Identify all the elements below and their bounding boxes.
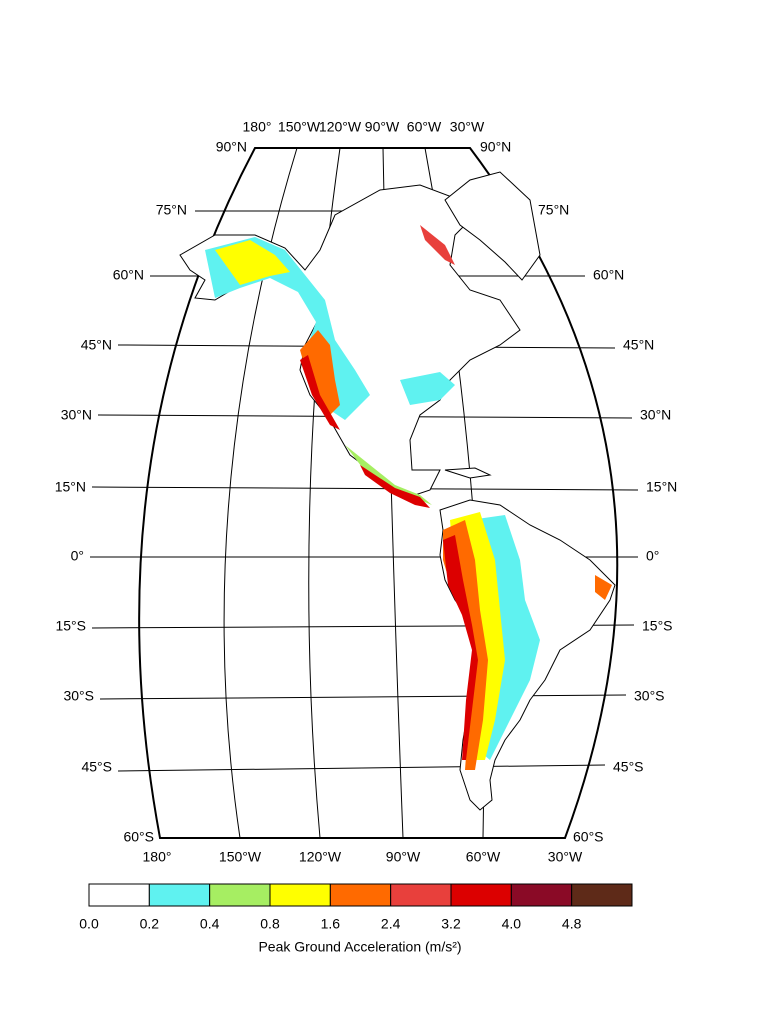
colorbar-segment <box>88 883 150 907</box>
colorbar-segment <box>148 883 211 907</box>
latitude-label: 30°S <box>634 688 665 704</box>
latitude-label: 60°S <box>123 829 154 845</box>
colorbar-segment <box>269 883 331 907</box>
latitude-label: 60°N <box>113 267 144 283</box>
colorbar-segment <box>209 883 271 907</box>
colorbar-segment <box>571 883 633 907</box>
longitude-label: 30°W <box>450 119 485 135</box>
longitude-label: 90°W <box>386 849 421 865</box>
colorbar-tick-label: 0.2 <box>140 916 160 932</box>
longitude-label: 150°W <box>278 119 321 135</box>
latitude-label: 90°N <box>480 139 511 155</box>
latitude-label: 0° <box>646 548 659 564</box>
colorbar-tick-label: 1.6 <box>321 916 341 932</box>
colorbar-tick-label: 4.8 <box>562 916 582 932</box>
longitude-label: 60°W <box>466 849 501 865</box>
latitude-labels-right: 90°N 75°N 60°N 45°N 30°N 15°N 0° 15°S 30°S 45°S 60… <box>480 139 677 845</box>
latitude-label: 45°N <box>623 337 654 353</box>
latitude-label: 30°N <box>640 407 671 423</box>
longitude-label: 180° <box>143 849 172 865</box>
colorbar-label: Peak Ground Acceleration (m/s²) <box>258 939 461 955</box>
latitude-label: 60°N <box>593 267 624 283</box>
latitude-label: 75°N <box>538 202 569 218</box>
longitude-label: 180° <box>243 119 272 135</box>
colorbar-tick-label: 0.4 <box>200 916 220 932</box>
latitude-label: 45°S <box>613 759 644 775</box>
colorbar-tick-label: 0.8 <box>260 916 280 932</box>
longitude-labels-bottom: 180° 150°W 120°W 90°W 60°W 30°W <box>143 849 583 865</box>
longitude-label: 120°W <box>319 119 362 135</box>
colorbar-segment <box>450 883 512 907</box>
colorbar-segment <box>390 883 452 907</box>
latitude-label: 45°S <box>81 759 112 775</box>
colorbar-segment <box>329 883 392 907</box>
longitude-label: 30°W <box>548 849 583 865</box>
latitude-label: 90°N <box>216 139 247 155</box>
colorbar-tick-label: 0.0 <box>79 916 99 932</box>
latitude-label: 30°N <box>61 407 92 423</box>
colorbar: 0.0 0.2 0.4 0.8 1.6 2.4 3.2 4.0 4.8 <box>79 883 633 932</box>
latitude-label: 15°S <box>642 618 673 634</box>
latitude-label: 15°N <box>55 479 86 495</box>
longitude-label: 150°W <box>219 849 262 865</box>
longitude-label: 120°W <box>299 849 342 865</box>
latitude-label: 30°S <box>63 688 94 704</box>
colorbar-tick-label: 2.4 <box>381 916 401 932</box>
longitude-label: 90°W <box>365 119 400 135</box>
latitude-label: 0° <box>71 548 84 564</box>
colorbar-segment <box>510 883 573 907</box>
hazard-zones <box>205 225 612 770</box>
latitude-label: 45°N <box>81 337 112 353</box>
longitude-label: 60°W <box>407 119 442 135</box>
colorbar-tick-label: 4.0 <box>502 916 522 932</box>
colorbar-tick-label: 3.2 <box>441 916 461 932</box>
latitude-label: 15°N <box>646 479 677 495</box>
latitude-label: 60°S <box>573 829 604 845</box>
latitude-labels-left: 90°N 75°N 60°N 45°N 30°N 15°N 0° 15°S 30°S 45°S 60… <box>55 139 247 845</box>
latitude-label: 15°S <box>55 618 86 634</box>
latitude-label: 75°N <box>156 202 187 218</box>
